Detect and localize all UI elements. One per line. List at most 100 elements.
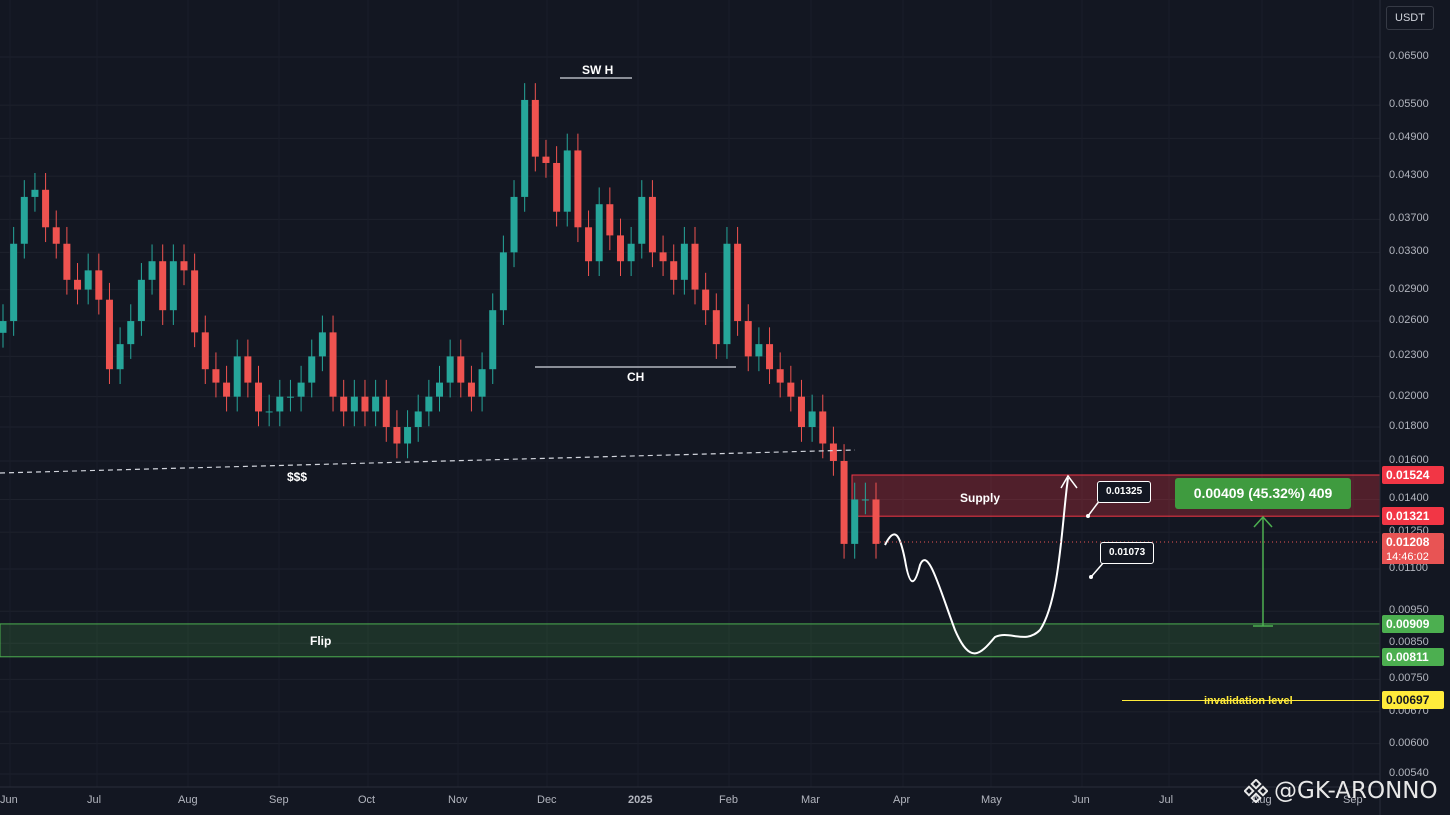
x-tick-label: Jun — [1072, 794, 1090, 806]
x-tick-label: 2025 — [628, 794, 653, 806]
y-tick-label: 0.03300 — [1389, 245, 1429, 258]
candle-body — [531, 99, 539, 157]
candle-body — [265, 411, 273, 413]
candle-body — [169, 261, 177, 311]
candle-body — [212, 369, 220, 383]
candle-body — [606, 204, 614, 236]
candle-body — [734, 243, 742, 322]
candle-body — [244, 356, 252, 383]
candle-body — [10, 243, 18, 322]
x-tick-label: Jul — [1159, 794, 1174, 806]
candle-body — [670, 261, 678, 280]
x-tick-label: Feb — [719, 794, 738, 806]
y-tick-label: 0.01400 — [1389, 492, 1429, 505]
candle-body — [819, 411, 827, 444]
candles — [0, 83, 880, 559]
candle-body — [42, 189, 50, 228]
candle-body — [137, 279, 145, 322]
candle-body — [63, 243, 71, 280]
candle-body — [755, 344, 763, 357]
candle-body — [74, 279, 82, 290]
x-tick-label: Apr — [893, 794, 911, 806]
candle-body — [276, 396, 284, 412]
candle-body — [766, 344, 774, 370]
y-tick-label: 0.05500 — [1389, 98, 1429, 111]
candle-body — [361, 396, 369, 412]
candle-body — [457, 356, 465, 383]
candle-body — [744, 321, 752, 357]
x-tick-label: Jun — [0, 794, 18, 806]
candle-body — [318, 332, 326, 357]
x-tick-label: Aug — [178, 794, 198, 806]
price-tag: 0.01524 — [1382, 466, 1444, 484]
y-tick-label: 0.00600 — [1389, 736, 1429, 749]
candle-body — [563, 150, 571, 212]
candle-body — [286, 396, 294, 398]
candle-body — [829, 443, 837, 461]
swing-high-label: SW H — [582, 63, 614, 77]
candle-body — [414, 411, 422, 428]
x-tick-label: Aug — [1252, 794, 1272, 806]
y-tick-label: 0.02300 — [1389, 349, 1429, 362]
x-tick-label: Sep — [269, 794, 289, 806]
price-tag: 0.01321 — [1382, 507, 1444, 526]
y-tick-label: 0.04900 — [1389, 131, 1429, 144]
candle-body — [510, 196, 518, 253]
y-tick-label: 0.00950 — [1389, 604, 1429, 617]
price-range-measure[interactable]: 0.00409 (45.32%) 409 — [1175, 478, 1351, 509]
liquidity-trendline — [0, 449, 856, 474]
binance-logo-icon — [1244, 779, 1268, 803]
candle-body — [478, 369, 486, 397]
price-tag: 0.00811 — [1382, 647, 1444, 666]
callout-target-price[interactable]: 0.01325 — [1097, 481, 1152, 503]
price-tag: 0.00697 — [1382, 691, 1444, 710]
candle-body — [627, 243, 635, 262]
candle-body — [585, 227, 593, 262]
invalidation-level-label: invalidation level — [1204, 695, 1293, 707]
drawings — [0, 77, 1380, 655]
candle-body — [20, 196, 28, 244]
liquidity-label: $$$ — [287, 470, 308, 484]
candle-body — [851, 499, 859, 544]
x-tick-label: Nov — [448, 794, 468, 806]
candle-body — [616, 235, 624, 262]
y-tick-label: 0.04300 — [1389, 169, 1429, 182]
candle-body — [787, 382, 795, 397]
candle-body — [201, 332, 209, 370]
candle-body — [52, 227, 60, 244]
callout-pointer-low — [1090, 561, 1105, 578]
candle-body — [116, 344, 124, 370]
candle-body — [191, 270, 199, 333]
candle-body — [648, 196, 656, 253]
candle-body — [467, 382, 475, 397]
projection-path — [884, 477, 1069, 655]
grid-lines — [0, 56, 1380, 775]
currency-unit-button[interactable]: USDT — [1386, 6, 1434, 30]
candle-body — [542, 156, 550, 163]
zones — [0, 474, 1381, 701]
x-tick-label: May — [981, 794, 1002, 806]
callout-dot-low — [1089, 575, 1093, 579]
callout-dot-high — [1086, 514, 1090, 518]
candle-body — [148, 261, 156, 280]
callout-low-price[interactable]: 0.01073 — [1100, 542, 1155, 564]
candle-body — [776, 369, 784, 383]
candle-body — [404, 427, 412, 444]
candle-body — [84, 270, 92, 290]
candle-body — [808, 411, 816, 428]
flip-zone — [0, 623, 1381, 658]
y-tick-label: 0.00750 — [1389, 672, 1429, 685]
candle-body — [436, 382, 443, 397]
candle-countdown: 14:46:02 — [1382, 550, 1444, 564]
candle-body — [872, 499, 880, 544]
candle-body — [340, 396, 348, 412]
measure-arrowhead — [1253, 515, 1273, 528]
candle-body — [840, 460, 848, 544]
flip-zone-label: Flip — [310, 634, 332, 648]
candle-body — [499, 252, 507, 311]
candle-body — [861, 499, 869, 501]
candle-body — [105, 299, 113, 370]
candle-body — [521, 99, 529, 197]
